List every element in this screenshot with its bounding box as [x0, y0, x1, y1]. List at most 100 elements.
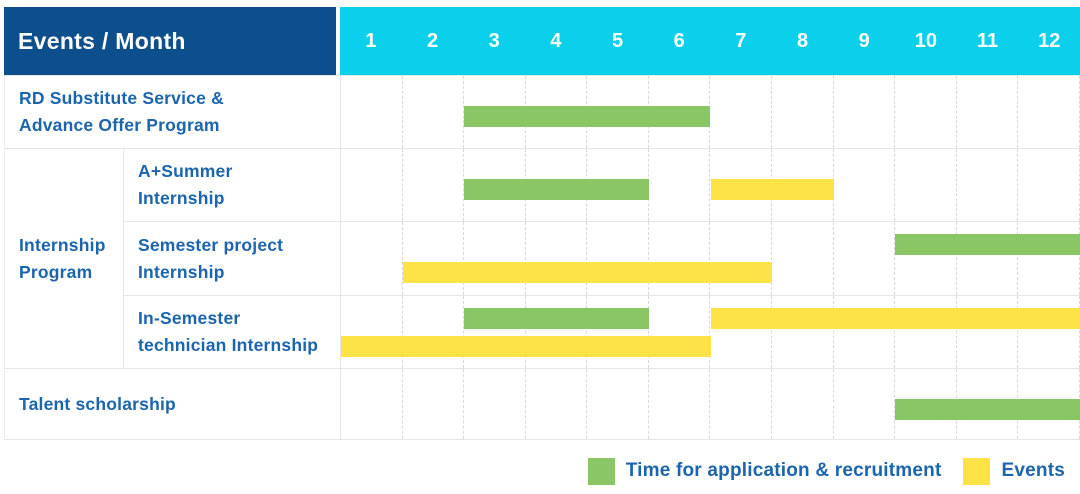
row-label-line: Internship	[138, 188, 225, 208]
group-label-line: Internship	[19, 234, 106, 255]
legend-item-application-recruitment: Time for application & recruitment	[587, 457, 942, 485]
month-gridline-cell	[895, 222, 957, 295]
gantt-bar-yellow	[710, 308, 1080, 329]
month-gridline-cell	[1018, 76, 1080, 148]
month-label: 2	[426, 29, 439, 52]
month-label: 11	[976, 29, 999, 52]
month-header-row: 1 2 3 4 5 6 7 8 9 10 11 12	[340, 7, 1080, 75]
month-gridline-cell	[403, 296, 465, 368]
gantt-chart-row	[340, 75, 1080, 148]
gantt-bar-green	[464, 308, 649, 329]
month-gridline-cell	[341, 296, 403, 368]
month-gridline-cell	[710, 222, 773, 295]
month-gridline-cell	[464, 369, 526, 439]
month-label: 1	[365, 29, 377, 52]
month-gridline-cell	[587, 222, 649, 295]
row-label-line: Semester project	[138, 234, 284, 255]
month-label: 4	[550, 29, 562, 52]
legend: Time for application & recruitment Event…	[0, 453, 1065, 489]
month-gridline-cell	[587, 296, 649, 368]
month-gridline-cell	[957, 149, 1019, 221]
gantt-bar-green	[895, 234, 1080, 255]
month-gridline-cell	[1018, 296, 1080, 368]
gantt-bar-green	[464, 179, 649, 200]
month-gridline-cell	[526, 369, 588, 439]
month-label: 9	[858, 29, 870, 52]
row-label-line: A+Summer	[138, 161, 233, 181]
gantt-chart-row	[340, 148, 1080, 221]
month-gridline-cell	[341, 369, 403, 439]
month-gridline-cell	[649, 296, 711, 368]
gantt-bar-yellow	[402, 262, 773, 283]
row-label-a-summer-internship: A+Summer Internship	[124, 148, 340, 221]
month-gridline-cell	[957, 296, 1019, 368]
row-label-line: RD Substitute Service &	[19, 88, 224, 108]
events-month-header: Events / Month	[4, 7, 340, 75]
month-gridline-cell	[834, 369, 896, 439]
month-gridline-cell	[834, 222, 896, 295]
row-label-line: Internship	[138, 261, 225, 282]
month-gridline-cell	[895, 296, 957, 368]
month-gridline-cell	[403, 149, 465, 221]
month-gridline-cell	[649, 149, 711, 221]
month-label: 6	[673, 29, 685, 52]
month-label: 3	[488, 29, 500, 52]
row-label-talent-scholarship: Talent scholarship	[4, 368, 340, 440]
gantt-bar-yellow	[341, 336, 711, 357]
schedule-table: Events / Month 1 2 3 4 5 6 7 8 9 10 11 12 RD Substi…	[4, 7, 1080, 440]
row-label-line: Advance Offer Program	[19, 115, 220, 135]
group-label-line: Program	[19, 261, 93, 282]
gantt-bar-green	[895, 399, 1080, 420]
month-gridline-cell	[834, 149, 896, 221]
row-label-line: technician Internship	[138, 335, 319, 355]
gantt-bar-yellow	[710, 179, 834, 200]
gantt-chart-row	[340, 295, 1080, 368]
month-gridline-cell	[649, 369, 711, 439]
month-gridline-cell	[341, 76, 403, 148]
legend-label: Events	[1001, 460, 1065, 481]
month-gridline-cell	[834, 296, 896, 368]
green-swatch-icon	[587, 457, 615, 485]
month-gridline-cell	[403, 369, 465, 439]
legend-label: Time for application & recruitment	[625, 460, 942, 481]
legend-item-events: Events	[963, 457, 1065, 485]
row-label-line: In-Semester	[138, 308, 241, 328]
month-gridline-cell	[1018, 222, 1080, 295]
gantt-chart-row	[340, 221, 1080, 295]
month-gridline-cell	[772, 76, 834, 148]
month-gridline-cell	[710, 369, 773, 439]
month-gridline-cell	[772, 296, 834, 368]
month-gridline-cell	[834, 76, 896, 148]
month-label: 5	[611, 29, 624, 52]
month-label: 7	[735, 29, 747, 52]
row-label-line: Talent scholarship	[19, 393, 176, 414]
month-gridline-cell	[341, 222, 403, 295]
month-gridline-cell	[710, 296, 773, 368]
gantt-bar-green	[464, 106, 711, 127]
month-gridline-cell	[895, 149, 957, 221]
month-gridline-cell	[341, 149, 403, 221]
month-label: 12	[1038, 29, 1061, 52]
month-gridline-cell	[957, 76, 1019, 148]
month-gridline-cell	[649, 222, 711, 295]
month-gridline-cell	[772, 369, 834, 439]
yellow-swatch-icon	[963, 457, 991, 485]
month-label: 10	[914, 29, 937, 52]
month-gridline-cell	[403, 222, 465, 295]
month-label: 8	[796, 29, 809, 52]
header-title: Events / Month	[18, 27, 186, 54]
month-gridline-cell	[710, 76, 773, 148]
month-gridline-cell	[526, 222, 588, 295]
group-label-internship-program: Internship Program	[4, 148, 124, 368]
month-gridline-cell	[464, 222, 526, 295]
month-gridline-cell	[587, 369, 649, 439]
month-gridline-cell	[1018, 149, 1080, 221]
row-label-in-semester-technician-internship: In-Semester technician Internship	[124, 295, 340, 368]
month-gridline-cell	[526, 296, 588, 368]
month-gridline-cell	[772, 222, 834, 295]
gantt-chart-row	[340, 368, 1080, 440]
month-gridline-cell	[464, 296, 526, 368]
month-gridline-cell	[895, 76, 957, 148]
month-gridline-cell	[957, 222, 1019, 295]
